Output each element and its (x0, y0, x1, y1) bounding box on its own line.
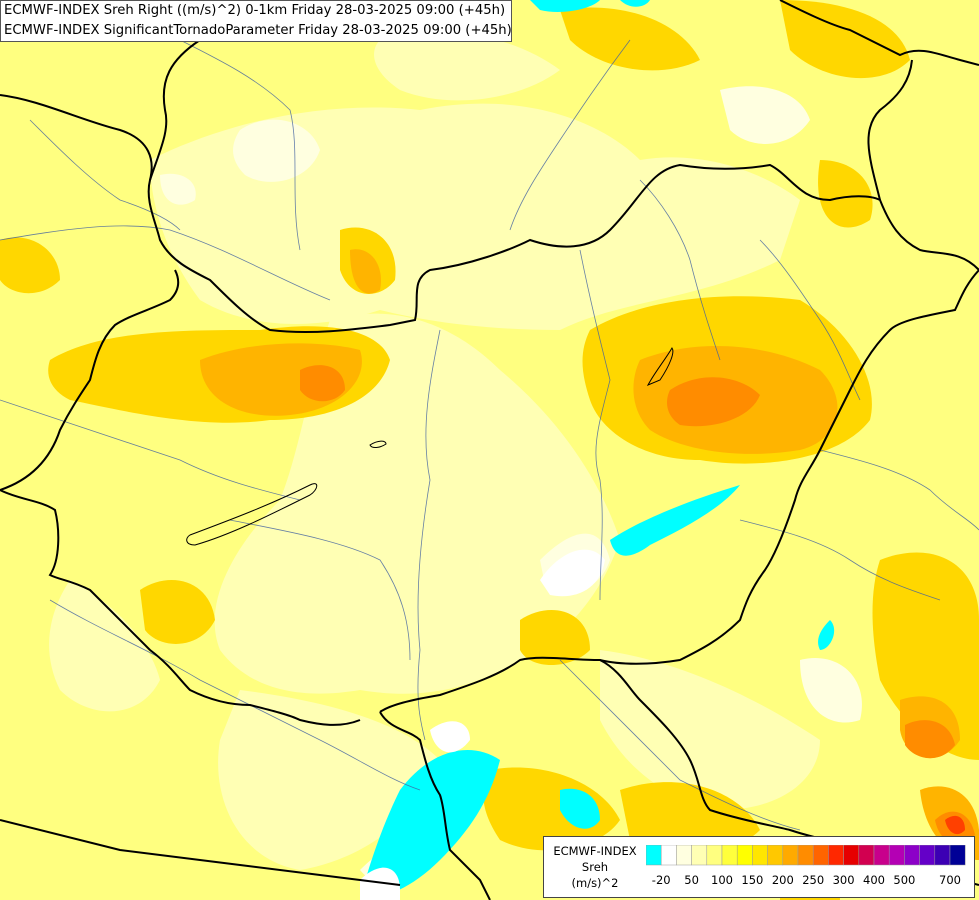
legend-tick-label: 50 (684, 873, 699, 887)
legend-swatch (676, 845, 692, 866)
legend-model: ECMWF-INDEX (553, 844, 637, 858)
legend-swatch (691, 845, 708, 866)
legend-swatch (646, 845, 662, 866)
title-line-stp: ECMWF-INDEX SignificantTornadoParameter … (4, 23, 512, 38)
legend-swatch (797, 845, 814, 866)
legend-parameter: Sreh (581, 860, 609, 874)
legend-swatch (873, 845, 890, 866)
lakes (186, 347, 674, 546)
legend-tick-label: 300 (832, 873, 855, 887)
legend-swatch (782, 845, 799, 866)
legend-tick-label: -20 (651, 873, 671, 887)
legend-tick-label: 200 (771, 873, 794, 887)
legend-swatch (888, 845, 905, 866)
legend-tick-label: 700 (939, 873, 961, 887)
negative-field-regions (360, 0, 835, 900)
legend-tick-label: 500 (893, 873, 916, 887)
legend-swatch (736, 845, 753, 866)
legend-unit: (m/s)^2 (571, 876, 619, 890)
title-line-sreh: ECMWF-INDEX Sreh Right ((m/s)^2) 0-1km F… (4, 3, 506, 18)
legend-tick-label: 150 (741, 873, 764, 887)
legend-swatch (706, 845, 723, 866)
legend-tick-label: 250 (802, 873, 825, 887)
legend-swatch (752, 845, 768, 866)
legend-swatch (721, 845, 738, 866)
legend-color-scale (646, 845, 966, 866)
color-legend: ECMWF-INDEX Sreh (m/s)^2 -20 50 100 150 200 2… (543, 836, 975, 898)
zero-field-regions (360, 549, 605, 900)
legend-swatch (904, 845, 920, 866)
legend-swatch (949, 845, 966, 866)
rivers (0, 39, 979, 831)
red-field-regions (945, 815, 965, 835)
legend-swatch (919, 845, 936, 866)
legend-swatch (812, 845, 829, 866)
legend-swatch (660, 845, 677, 866)
legend-tick-label: 400 (863, 873, 885, 887)
map-title-box: ECMWF-INDEX Sreh Right ((m/s)^2) 0-1km F… (0, 0, 512, 42)
legend-swatch (843, 845, 860, 866)
legend-tick-label: 100 (711, 873, 733, 887)
legend-swatch (934, 845, 951, 866)
legend-swatch (767, 845, 784, 866)
legend-swatch (828, 845, 844, 866)
legend-swatch (858, 845, 875, 866)
legend-tick-labels: -20 50 100 150 200 250 300 400 500 700 (644, 873, 974, 889)
